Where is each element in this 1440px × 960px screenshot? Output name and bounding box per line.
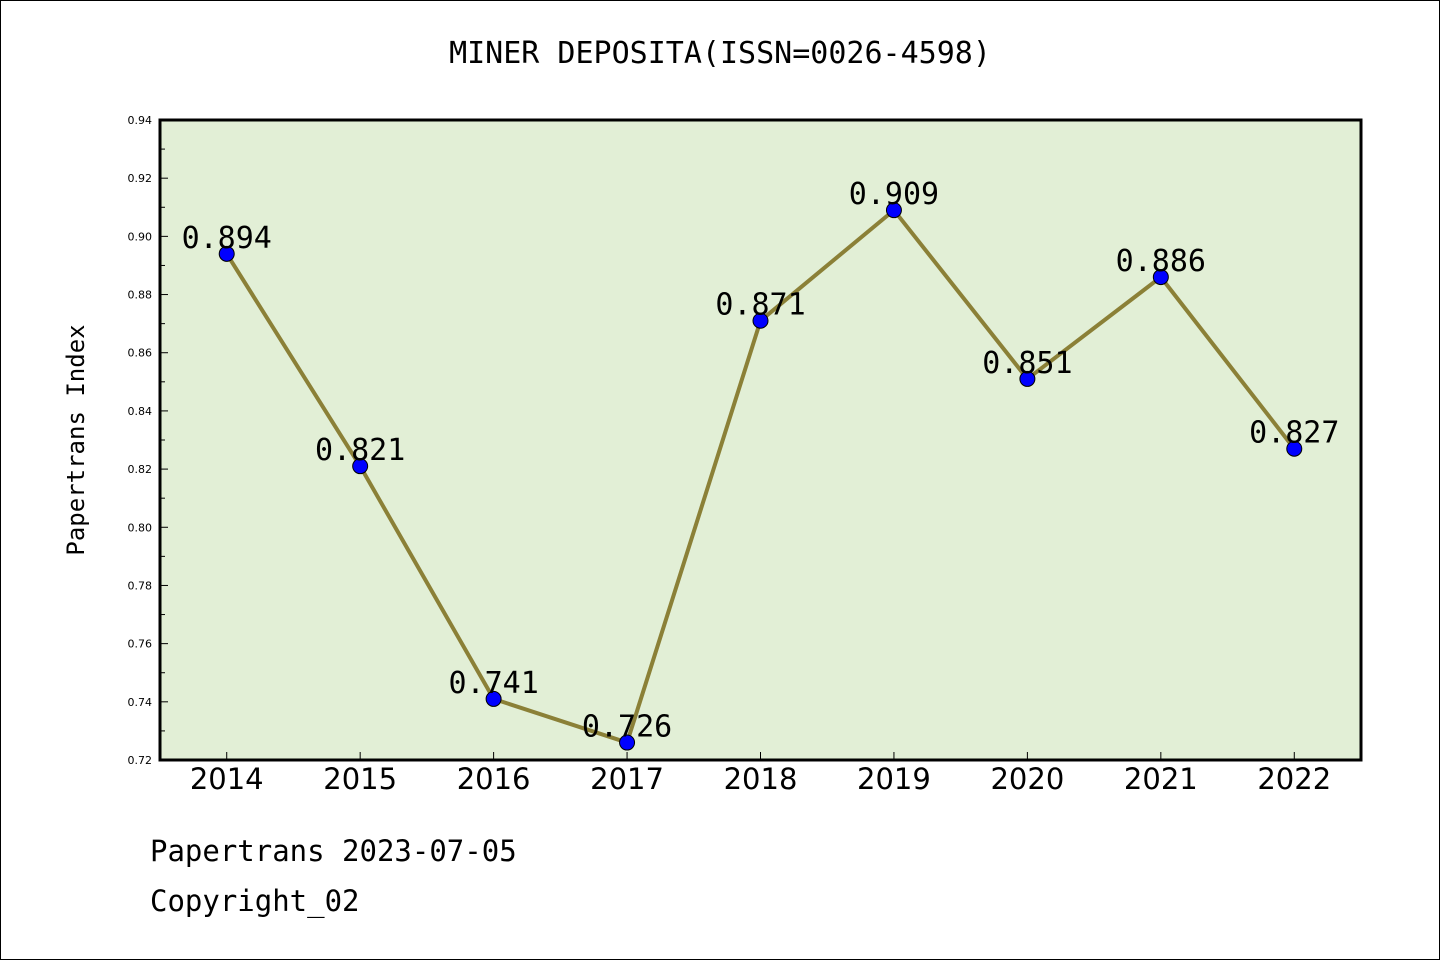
data-label: 0.871 [715, 288, 805, 323]
y-tick-label: 0.86 [128, 347, 153, 360]
x-tick-label: 2020 [990, 762, 1064, 796]
y-tick-label: 0.84 [128, 405, 153, 418]
data-labels: 0.894 0.821 0.741 0.726 0.871 0.909 0.851 0.886… [182, 177, 1340, 744]
y-tick-label: 0.92 [128, 172, 153, 185]
data-label: 0.851 [982, 346, 1072, 381]
x-tick-label: 2018 [724, 762, 798, 796]
chart-title: MINER DEPOSITA(ISSN=0026-4598) [449, 36, 991, 71]
data-point [885, 202, 902, 219]
y-axis: 0.72 0.74 0.76 0.78 0.80 0.82 0.84 0.86 0.88 0.90… [128, 114, 168, 767]
x-tick-label: 2017 [590, 762, 664, 796]
x-tick-label: 2021 [1124, 762, 1198, 796]
x-tick-label: 2022 [1257, 762, 1331, 796]
y-tick-label: 0.74 [128, 696, 153, 709]
x-tick-label: 2019 [857, 762, 931, 796]
plot-area [158, 118, 1363, 762]
data-point [218, 245, 235, 262]
x-axis: 2014 2015 2016 2017 2018 2019 2020 2021 2022 [190, 752, 1331, 796]
data-label: 0.827 [1249, 416, 1339, 451]
data-point [1286, 440, 1303, 457]
data-label: 0.726 [582, 710, 672, 745]
data-label: 0.894 [182, 221, 272, 256]
y-axis-label: Papertrans Index [62, 324, 90, 555]
series-markers [218, 202, 1303, 751]
footer-date: Papertrans 2023-07-05 [150, 834, 517, 868]
data-label: 0.909 [849, 177, 939, 212]
data-point [352, 458, 369, 475]
data-point [752, 312, 769, 329]
y-tick-label: 0.80 [128, 521, 153, 534]
y-tick-label: 0.76 [128, 638, 153, 651]
y-tick-label: 0.94 [128, 114, 153, 127]
y-tick-label: 0.82 [128, 463, 153, 476]
data-label: 0.821 [315, 433, 405, 468]
y-tick-label: 0.88 [128, 289, 153, 302]
data-point [1019, 370, 1036, 387]
data-point [1152, 269, 1169, 286]
y-tick-label: 0.78 [128, 579, 153, 592]
footer-copyright: Copyright_02 [150, 884, 360, 918]
x-tick-label: 2014 [190, 762, 264, 796]
x-tick-label: 2015 [323, 762, 397, 796]
data-point [619, 734, 636, 751]
data-label: 0.741 [448, 666, 538, 701]
y-tick-label: 0.72 [128, 754, 153, 767]
data-label: 0.886 [1116, 244, 1206, 279]
x-tick-label: 2016 [457, 762, 531, 796]
y-tick-label: 0.90 [128, 230, 153, 243]
data-point [485, 690, 502, 707]
